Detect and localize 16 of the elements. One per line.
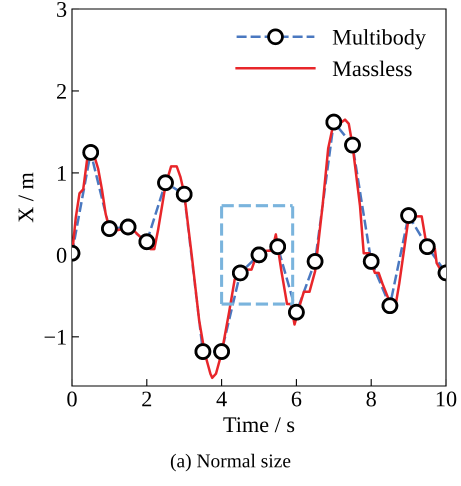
text: (a) Normal size xyxy=(170,454,290,472)
y-tick-label: 3 xyxy=(57,2,66,17)
y-tick-label: 2 xyxy=(57,84,66,99)
y-tick-label: 0 xyxy=(56,248,66,263)
x-tick-label: 8 xyxy=(366,392,376,406)
x-tick-label: 4 xyxy=(216,392,227,406)
y-axis-title: X / m xyxy=(18,172,34,222)
legend-label: Multibody xyxy=(332,29,426,50)
x-tick-label: 10 xyxy=(436,392,456,406)
x-axis-title: Time / s xyxy=(223,417,294,432)
y-tick-label: −1 xyxy=(44,330,66,345)
legend-label: Massless xyxy=(332,60,412,76)
x-tick-label: 6 xyxy=(292,392,302,406)
x-tick-label: 0 xyxy=(67,392,77,406)
x-tick-label: 2 xyxy=(142,392,152,406)
y-tick-label: 1 xyxy=(58,166,66,181)
